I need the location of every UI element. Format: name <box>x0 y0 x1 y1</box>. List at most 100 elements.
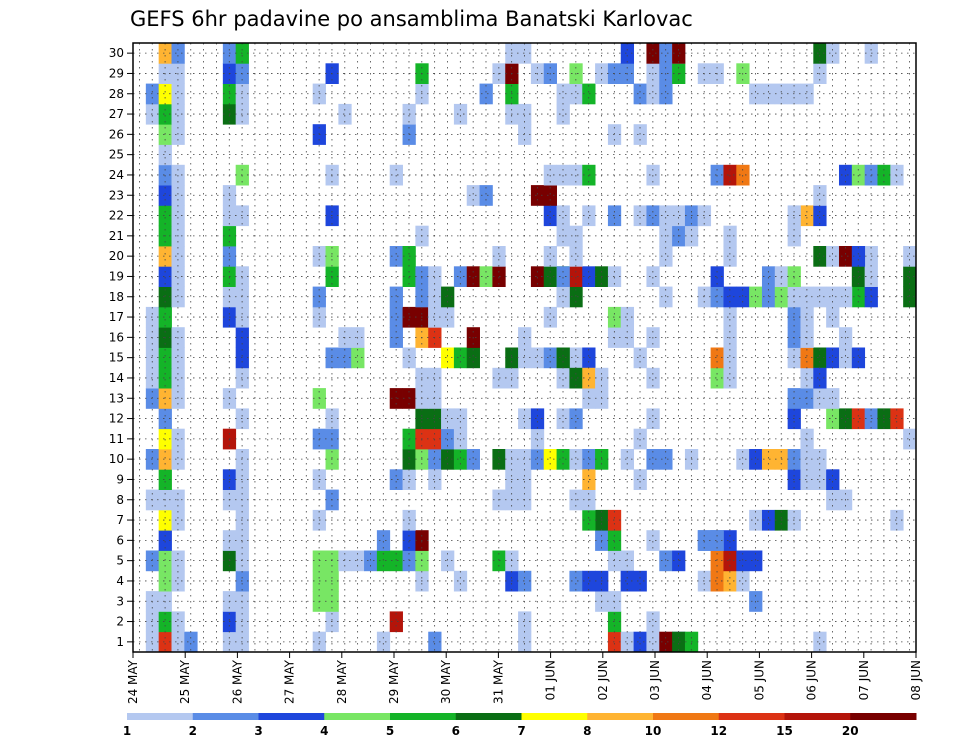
heatmap-cell <box>582 367 596 389</box>
y-tick-label: 21 <box>109 229 124 243</box>
x-tick-label: 05 JUN <box>752 660 766 700</box>
heatmap-cell <box>813 286 827 308</box>
heatmap-cell <box>659 83 673 105</box>
heatmap-cell <box>800 205 814 227</box>
heatmap-cell <box>389 306 403 328</box>
colorbar-swatch <box>192 713 259 720</box>
heatmap-cell <box>813 469 827 490</box>
heatmap-cell <box>428 408 442 430</box>
heatmap-cell <box>736 570 750 592</box>
y-tick-label: 19 <box>109 269 124 283</box>
heatmap-cell <box>158 449 172 470</box>
heatmap-cell <box>826 408 840 430</box>
heatmap-cell <box>659 449 673 470</box>
heatmap-cell <box>569 367 583 389</box>
colorbar-label: 15 <box>776 724 793 738</box>
heatmap-cell <box>620 306 635 328</box>
x-tick-label: 31 MAY <box>491 659 505 704</box>
heatmap-cell <box>646 631 660 653</box>
x-axis: 24 MAY 25 MAY 26 MAY 27 MAY 28 MAY 29 MAY 30 M… <box>126 652 923 704</box>
heatmap-cell <box>158 185 172 206</box>
heatmap-cell <box>749 286 763 308</box>
gridlines <box>133 43 916 652</box>
heatmap-cell <box>569 449 583 470</box>
heatmap-cell <box>607 306 622 328</box>
heatmap-cell <box>800 306 814 328</box>
y-tick-label: 13 <box>109 391 124 405</box>
heatmap-cell <box>441 306 455 328</box>
heatmap-cell <box>158 144 172 166</box>
heatmap-cell <box>903 286 917 308</box>
heatmap-cell <box>826 306 840 328</box>
heatmap-cell <box>620 550 635 572</box>
colorbar-swatch <box>587 713 654 720</box>
heatmap-cell <box>556 367 570 389</box>
heatmap-cell <box>607 124 622 145</box>
heatmap-cell <box>428 449 442 470</box>
heatmap-cell <box>646 83 660 105</box>
heatmap-cell <box>736 286 750 308</box>
heatmap-cell <box>633 570 647 592</box>
heatmap-cell <box>582 266 596 287</box>
heatmap-cell <box>441 449 455 470</box>
heatmap-cell <box>466 347 480 369</box>
heatmap-cell <box>761 449 776 470</box>
heatmap-cell <box>441 550 455 572</box>
heatmap-cell <box>903 266 917 287</box>
heatmap-cell <box>813 205 827 227</box>
heatmap-cell <box>158 408 172 430</box>
heatmap-cell <box>800 469 814 490</box>
plot-frame <box>132 42 917 653</box>
heatmap-cell <box>569 408 583 430</box>
heatmap-cell <box>171 550 185 572</box>
heatmap-cell <box>389 246 403 267</box>
heatmap-cell <box>646 408 660 430</box>
y-tick-label: 6 <box>116 533 124 547</box>
heatmap-cell <box>158 43 172 64</box>
heatmap-cell <box>428 631 442 653</box>
heatmap-cell <box>543 266 557 287</box>
heatmap-cell <box>428 286 442 308</box>
heatmap-cell <box>607 205 622 227</box>
heatmap-cell <box>171 367 185 389</box>
heatmap-cell <box>582 469 596 490</box>
y-tick-label: 8 <box>116 493 124 507</box>
colorbar-label: 20 <box>842 724 859 738</box>
heatmap-cell <box>158 530 172 551</box>
heatmap-cell <box>428 306 442 328</box>
heatmap-cell <box>171 570 185 592</box>
heatmap-cell <box>659 631 673 653</box>
heatmap-cell <box>428 469 442 490</box>
heatmap-cell <box>428 367 442 389</box>
heatmap-cell <box>838 286 853 308</box>
heatmap-cell <box>158 286 172 308</box>
heatmap-cell <box>158 83 172 105</box>
y-tick-label: 9 <box>116 472 124 486</box>
heatmap-cell <box>813 246 827 267</box>
heatmap-cell <box>826 286 840 308</box>
heatmap-cell <box>518 631 532 653</box>
heatmap-cell <box>518 449 532 470</box>
heatmap-cell <box>518 43 532 64</box>
heatmap-cell <box>556 347 570 369</box>
colorbar-swatch <box>455 713 522 720</box>
y-tick-label: 2 <box>116 615 124 629</box>
heatmap-cell <box>800 347 814 369</box>
heatmap-cell <box>441 408 455 430</box>
heatmap-cell <box>800 367 814 389</box>
heatmap-cell <box>158 347 172 369</box>
colorbar-swatch <box>784 713 851 720</box>
heatmap-cell <box>672 43 686 64</box>
heatmap-cell <box>556 103 570 125</box>
heatmap-cell <box>556 266 570 287</box>
heatmap-cell <box>158 631 172 653</box>
heatmap-cell <box>710 550 724 572</box>
heatmap-cell <box>826 246 840 267</box>
heatmap-cell <box>518 103 532 125</box>
heatmap-cell <box>556 286 570 308</box>
x-tick-label: 03 JUN <box>648 660 662 700</box>
heatmap-cell <box>171 185 185 206</box>
heatmap-cell <box>800 286 814 308</box>
x-tick-label: 08 JUN <box>909 660 923 700</box>
y-tick-label: 30 <box>109 46 124 60</box>
